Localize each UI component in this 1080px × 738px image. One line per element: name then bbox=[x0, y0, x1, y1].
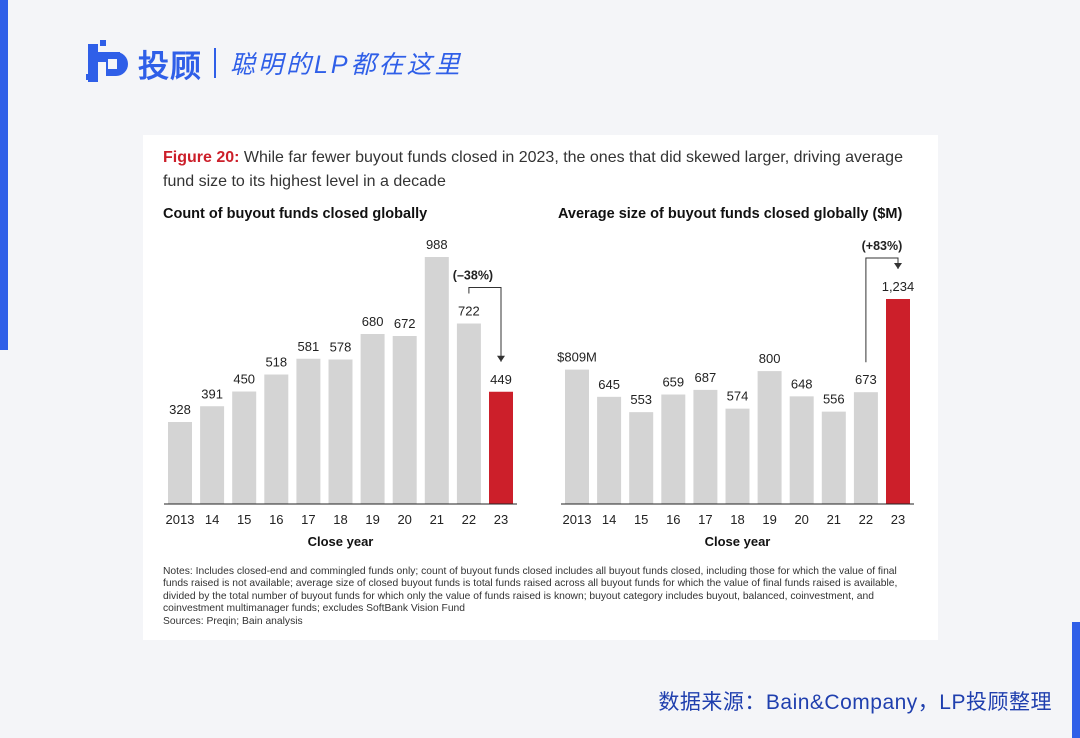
tick-label: 22 bbox=[462, 512, 476, 527]
x-axis-label: Close year bbox=[705, 534, 771, 549]
tick-label: 21 bbox=[827, 512, 841, 527]
data-label: 800 bbox=[759, 351, 781, 366]
change-arrow-icon bbox=[894, 263, 902, 269]
bar bbox=[789, 396, 814, 504]
x-axis-label: Close year bbox=[308, 534, 374, 549]
bar bbox=[296, 358, 321, 504]
change-annotation: (–38%) bbox=[453, 269, 493, 283]
chart-title: Count of buyout funds closed globally bbox=[163, 206, 427, 222]
data-label: 687 bbox=[695, 370, 717, 385]
tick-label: 21 bbox=[430, 512, 444, 527]
bar bbox=[597, 396, 622, 504]
bar bbox=[200, 406, 225, 504]
tick-label: 16 bbox=[269, 512, 283, 527]
tick-label: 22 bbox=[859, 512, 873, 527]
data-label: 450 bbox=[233, 372, 255, 387]
charts-canvas: Count of buyout funds closed globally 328… bbox=[163, 206, 915, 549]
notes-block: Notes: Includes closed-end and commingle… bbox=[163, 566, 923, 628]
tick-label: 19 bbox=[365, 512, 379, 527]
bar bbox=[168, 422, 192, 504]
data-label: 449 bbox=[490, 372, 512, 387]
tick-label: 14 bbox=[205, 512, 219, 527]
data-label: 556 bbox=[823, 392, 845, 407]
change-annotation: (+83%) bbox=[862, 239, 903, 253]
figure-title-text: While far fewer buyout funds closed in 2… bbox=[163, 149, 903, 190]
brand-logo-icon bbox=[86, 40, 128, 82]
right-accent-bar bbox=[1072, 622, 1080, 738]
tick-label: 23 bbox=[891, 512, 905, 527]
tick-label: 14 bbox=[602, 512, 616, 527]
tick-label: 2013 bbox=[563, 512, 592, 527]
tick-label: 17 bbox=[698, 512, 712, 527]
bar bbox=[264, 374, 289, 504]
sources-text: Sources: Preqin; Bain analysis bbox=[163, 615, 303, 627]
bar bbox=[693, 389, 718, 504]
brand-name: 投顾 bbox=[138, 48, 202, 84]
figure-label: Figure 20: bbox=[163, 149, 240, 166]
data-label: 645 bbox=[598, 377, 620, 392]
bar bbox=[565, 369, 589, 504]
brand-slogan: 聪明的LP都在这里 bbox=[230, 51, 463, 79]
tick-label: 15 bbox=[237, 512, 251, 527]
chart-title: Average size of buyout funds closed glob… bbox=[558, 206, 902, 222]
tick-label: 20 bbox=[794, 512, 808, 527]
bar bbox=[456, 323, 481, 504]
figure-title: Figure 20: While far fewer buyout funds … bbox=[163, 146, 903, 194]
tick-label: 23 bbox=[494, 512, 508, 527]
tick-label: 19 bbox=[762, 512, 776, 527]
tick-label: 20 bbox=[397, 512, 411, 527]
tick-label: 18 bbox=[333, 512, 347, 527]
bar bbox=[360, 334, 385, 504]
change-bracket bbox=[468, 287, 502, 362]
tick-label: 2013 bbox=[166, 512, 195, 527]
data-label: 328 bbox=[169, 402, 191, 417]
data-label: 578 bbox=[330, 340, 352, 355]
data-label: $809M bbox=[557, 350, 597, 365]
bar bbox=[232, 391, 257, 504]
data-label: 659 bbox=[662, 375, 684, 390]
tick-label: 16 bbox=[666, 512, 680, 527]
bar bbox=[328, 359, 353, 504]
bar bbox=[424, 257, 449, 504]
data-label: 518 bbox=[265, 355, 287, 370]
data-label: 574 bbox=[727, 389, 749, 404]
bar bbox=[886, 299, 910, 504]
data-label: 672 bbox=[394, 316, 416, 331]
source-credit: 数据来源：Bain&Company，LP投顾整理 bbox=[658, 691, 1052, 714]
bar bbox=[725, 408, 750, 504]
bar bbox=[392, 336, 417, 504]
bar bbox=[661, 394, 686, 504]
tick-label: 17 bbox=[301, 512, 315, 527]
data-label: 722 bbox=[458, 304, 480, 319]
data-label: 673 bbox=[855, 372, 877, 387]
tick-label: 15 bbox=[634, 512, 648, 527]
notes-text: Notes: Includes closed-end and commingle… bbox=[163, 566, 898, 615]
bar bbox=[489, 391, 513, 504]
figure-card: Figure 20: While far fewer buyout funds … bbox=[143, 135, 938, 640]
bar bbox=[821, 411, 846, 504]
data-label: 988 bbox=[426, 237, 448, 252]
data-label: 553 bbox=[630, 392, 652, 407]
change-arrow-icon bbox=[497, 355, 505, 362]
tick-label: 18 bbox=[730, 512, 744, 527]
brand-divider bbox=[214, 48, 216, 78]
bar bbox=[629, 412, 654, 504]
data-label: 391 bbox=[201, 386, 223, 401]
data-label: 680 bbox=[362, 314, 384, 329]
left-accent-bar bbox=[0, 0, 8, 350]
bar bbox=[853, 392, 878, 504]
brand-header: 投顾 聪明的LP都在这里 bbox=[86, 40, 463, 86]
data-label: 648 bbox=[791, 376, 813, 391]
bar bbox=[757, 371, 782, 504]
data-label: 581 bbox=[298, 339, 320, 354]
data-label: 1,234 bbox=[882, 279, 915, 294]
